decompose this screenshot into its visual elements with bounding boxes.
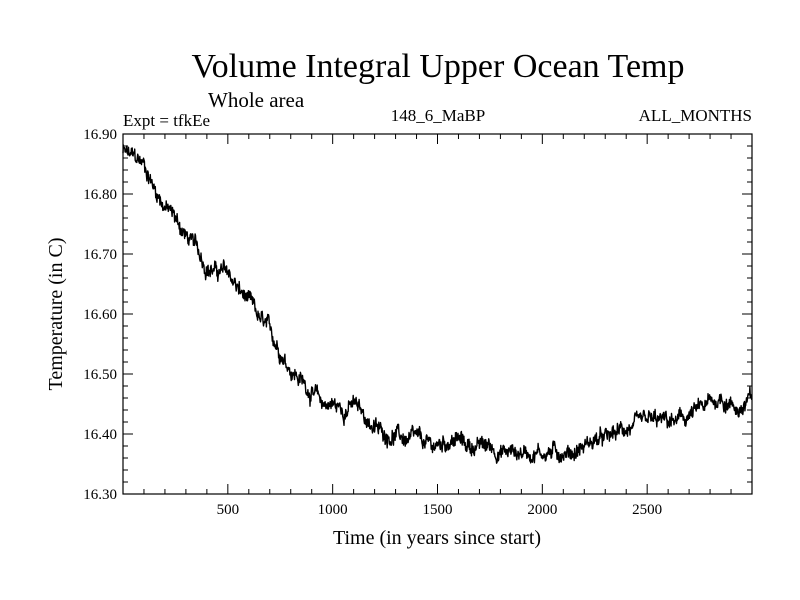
y-tick-label: 16.80: [83, 187, 117, 203]
y-tick-label: 16.60: [83, 307, 117, 323]
plot-frame: [122, 133, 753, 495]
temperature-series-line: [122, 144, 753, 464]
x-tick-label: 500: [217, 502, 240, 518]
chart-subtitle: Whole area: [208, 88, 305, 112]
x-tick-label: 2000: [527, 502, 557, 518]
x-tick-label: 1500: [423, 502, 453, 518]
x-tick-label: 1000: [318, 502, 348, 518]
axis-ticks: [123, 134, 752, 494]
axis-tick-labels: 500 1000 1500 2000 2500 16.30 16.40 16.50 16.60 1…: [83, 127, 662, 518]
chart-title: Volume Integral Upper Ocean Temp: [192, 48, 685, 85]
y-tick-label: 16.70: [83, 247, 117, 263]
x-axis-label: Time (in years since start): [333, 527, 541, 549]
plot-area: 500 1000 1500 2000 2500 16.30 16.40 16.50 16.60 1…: [83, 127, 753, 518]
y-tick-label: 16.30: [83, 487, 117, 503]
y-tick-label: 16.50: [83, 367, 117, 383]
y-tick-label: 16.90: [83, 127, 117, 143]
run-id-label: 148_6_MaBP: [391, 106, 485, 125]
period-label: ALL_MONTHS: [639, 106, 752, 125]
experiment-label: Expt = tfkEe: [123, 111, 210, 130]
x-tick-label: 2500: [632, 502, 662, 518]
y-axis-label: Temperature (in C): [45, 238, 67, 391]
y-tick-label: 16.40: [83, 427, 117, 443]
